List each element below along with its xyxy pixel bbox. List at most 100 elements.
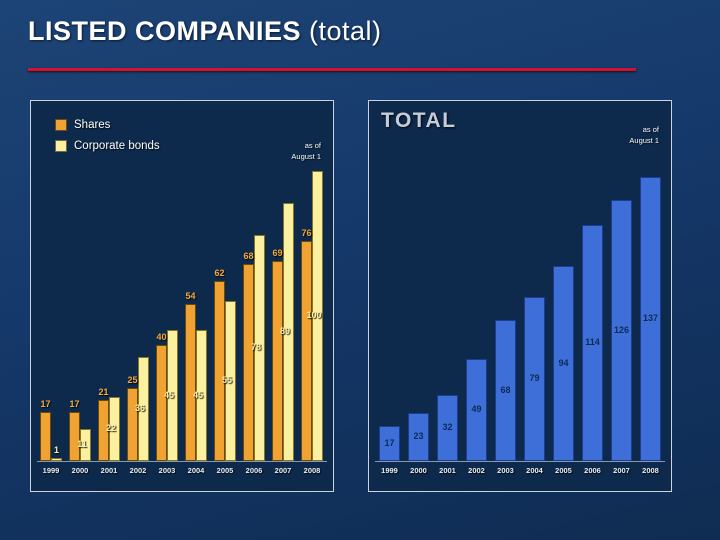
x-tick-label: 2007 [274,466,292,475]
shares-bar [98,400,109,461]
legend-label-shares: Shares [74,119,111,131]
corporate-bonds-value-label: 55 [221,375,232,385]
shares-value-label: 17 [40,399,51,409]
total-value-label: 79 [529,373,540,383]
x-tick-label: 2002 [468,466,485,475]
total-value-label: 23 [413,431,424,441]
as-of-line2: August 1 [291,151,321,161]
shares-bar [69,412,80,461]
x-tick-label: 2000 [71,466,89,475]
page-title-main: LISTED COMPANIES [28,16,302,46]
x-tick-label: 2001 [439,466,456,475]
shares-bar [185,304,196,461]
total-bar [408,413,429,461]
legend-item-corporate-bonds: Corporate bonds [55,140,160,152]
corporate-bonds-value-label: 45 [163,389,174,400]
x-tick-label: 2001 [100,466,118,475]
corporate-bonds-value-label: 78 [250,342,261,352]
shares-bar [301,241,312,461]
total-bar [379,426,400,461]
shares-value-label: 68 [243,251,254,261]
corporate-bonds-value-label: 100 [306,310,322,320]
right-chart-panel: TOTAL as of August 1 17 1999 23 2000 32 2001 4… [368,100,672,492]
total-bar [640,177,661,461]
corporate-bonds-bar [225,301,236,461]
corporate-bonds-bar [167,330,178,461]
shares-value-label: 25 [127,375,138,385]
x-tick-label: 2002 [129,466,147,475]
shares-value-label: 40 [156,332,167,342]
shares-swatch-icon [55,119,67,131]
page-title-suffix: (total) [301,16,382,46]
shares-bar [272,261,283,461]
total-bar [553,266,574,461]
as-of-note-left: as of August 1 [291,141,321,162]
x-axis-line-right [375,461,665,462]
corporate-bonds-value-label: 22 [105,423,116,433]
total-value-label: 49 [471,404,482,414]
shares-value-label: 54 [185,291,196,301]
corporate-bonds-value-label: 11 [77,439,87,449]
as-of-line2: August 1 [629,135,659,145]
total-value-label: 17 [384,437,395,448]
as-of-line1: as of [304,141,321,150]
x-tick-label: 2006 [245,466,263,475]
x-tick-label: 2004 [187,466,205,475]
as-of-line1: as of [642,125,659,134]
shares-bar [156,345,167,461]
corporate-bonds-bar [138,357,149,461]
corporate-bonds-bar [283,203,294,461]
corporate-bonds-bar [109,397,120,461]
shares-value-label: 76 [301,228,312,238]
corporate-bonds-bar [80,429,91,461]
total-value-label: 68 [500,384,511,395]
as-of-note-right: as of August 1 [629,125,659,146]
legend-label-corporate-bonds: Corporate bonds [74,140,160,152]
legend-item-shares: Shares [55,119,160,131]
title-underline [28,68,636,71]
corporate-bonds-bar [51,458,62,461]
corporate-bonds-bar [196,330,207,461]
corporate-bonds-swatch-icon [55,140,67,152]
right-chart-title: TOTAL [381,109,457,132]
legend: Shares Corporate bonds [55,119,160,161]
x-tick-label: 2004 [526,466,543,475]
x-tick-label: 2007 [613,466,630,475]
shares-bar [40,412,51,461]
page-title: LISTED COMPANIES (total) [28,16,382,47]
total-value-label: 114 [585,337,600,347]
corporate-bonds-bar [254,235,265,461]
corporate-bonds-value-label: 1 [53,445,59,455]
shares-bar [127,388,138,461]
shares-bar [243,264,254,461]
total-bar [437,395,458,461]
total-bar [611,200,632,461]
shares-bar [214,281,225,461]
x-tick-label: 2005 [555,466,572,475]
x-axis-line-left [37,461,327,462]
total-bar [466,359,487,461]
total-bar [582,225,603,461]
x-tick-label: 1999 [381,466,398,475]
corporate-bonds-value-label: 89 [279,326,290,336]
total-bar [495,320,516,461]
left-chart-panel: Shares Corporate bonds as of August 1 17… [30,100,334,492]
total-bar [524,297,545,461]
x-tick-label: 2008 [642,466,659,475]
x-tick-label: 2006 [584,466,601,475]
corporate-bonds-value-label: 36 [134,403,145,413]
total-value-label: 137 [642,313,659,323]
x-tick-label: 1999 [42,466,60,475]
x-tick-label: 2000 [410,466,427,475]
total-value-label: 32 [442,422,453,432]
x-tick-label: 2008 [303,466,321,475]
shares-value-label: 62 [214,268,225,278]
x-tick-label: 2005 [216,466,234,475]
shares-value-label: 17 [69,399,80,409]
x-tick-label: 2003 [497,466,514,475]
total-value-label: 94 [558,357,569,368]
shares-value-label: 69 [272,248,283,258]
corporate-bonds-value-label: 45 [192,389,203,400]
shares-value-label: 21 [98,387,109,397]
